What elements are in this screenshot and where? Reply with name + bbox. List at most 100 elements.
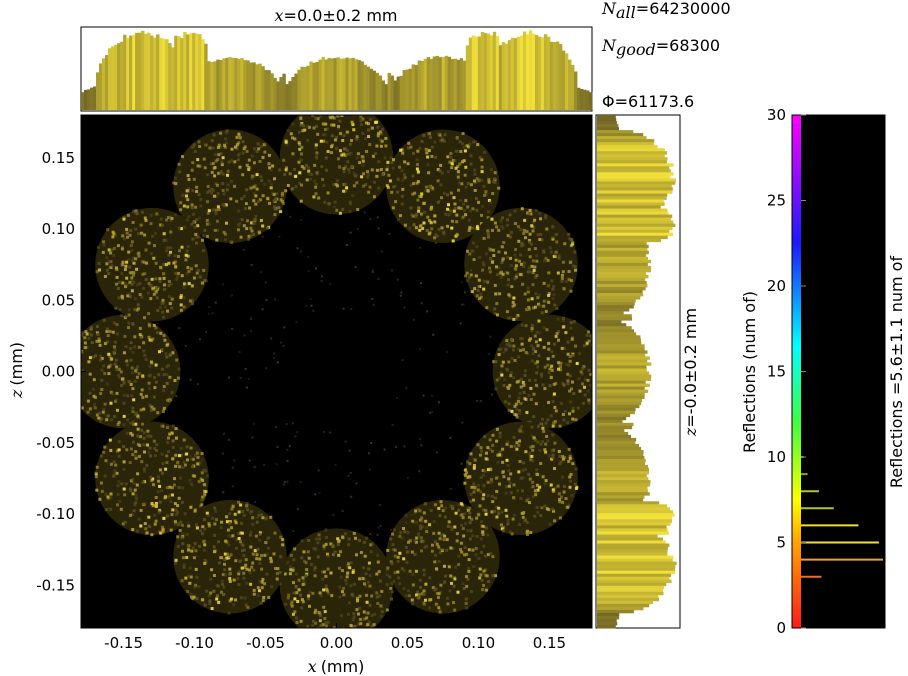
blob-grain: [262, 596, 266, 599]
blob-grain: [229, 197, 233, 201]
blob-grain: [238, 152, 241, 156]
blob-grain: [148, 324, 151, 328]
blob-grain: [342, 593, 346, 597]
blob-grain: [345, 186, 349, 190]
blob-grain: [218, 171, 222, 175]
blob-grain: [286, 561, 289, 565]
blob-grain: [206, 185, 210, 188]
blob-grain: [204, 279, 208, 283]
blob-grain: [491, 443, 495, 447]
blob-grain: [190, 168, 194, 172]
blob-grain: [453, 159, 457, 163]
blob-grain: [449, 525, 453, 529]
blob-grain: [352, 184, 356, 188]
blob-grain: [192, 221, 196, 224]
blob-grain: [154, 286, 158, 290]
blob-grain: [493, 307, 497, 311]
blob-grain: [561, 413, 565, 416]
blob-grain: [129, 383, 133, 386]
blob-grain: [141, 272, 145, 276]
blob-grain: [157, 510, 161, 514]
blob-grain: [230, 507, 234, 511]
blob-grain: [269, 560, 273, 564]
blob-grain: [521, 515, 525, 519]
top-hist-bar: [501, 42, 506, 110]
speckle: [309, 298, 312, 301]
blob-grain: [529, 531, 533, 534]
blob-grain: [368, 574, 372, 577]
top-hist-bar: [402, 70, 407, 110]
blob-grain: [151, 286, 155, 290]
blob-grain: [550, 279, 554, 283]
blob-grain: [165, 454, 169, 458]
top-hist-bar: [480, 31, 485, 110]
blob-grain: [409, 206, 413, 210]
blob-grain: [481, 268, 484, 272]
blob-grain: [379, 168, 383, 171]
blob-grain: [462, 587, 466, 590]
blob-grain: [318, 537, 322, 541]
blob-grain: [92, 378, 96, 382]
speckle: [405, 386, 408, 389]
blob-grain: [170, 513, 174, 517]
side-hist-bar: [597, 368, 647, 372]
top-hist-bar: [99, 63, 103, 110]
speckle: [274, 298, 276, 301]
blob-grain: [363, 582, 366, 586]
blob-grain: [205, 589, 209, 593]
blob-grain: [535, 472, 539, 476]
blob-grain: [417, 209, 421, 213]
blob-grain: [323, 200, 327, 204]
side-hist-bar: [597, 377, 651, 381]
blob-grain: [505, 310, 509, 314]
blob-grain: [499, 371, 503, 375]
blob-grain: [517, 523, 521, 526]
blob-grain: [446, 602, 450, 606]
blob-grain: [498, 482, 501, 486]
blob-grain: [241, 140, 245, 144]
blob-grain: [399, 148, 403, 152]
colorbar-tick-label: 20: [767, 277, 786, 295]
top-hist-bar: [420, 60, 425, 110]
blob-grain: [512, 317, 516, 321]
blob-grain: [196, 224, 200, 228]
blob-grain: [135, 483, 139, 487]
speckle: [231, 327, 234, 330]
blob-grain: [479, 222, 483, 226]
blob-grain: [486, 533, 490, 537]
blob-grain: [538, 338, 542, 342]
blob-grain: [472, 490, 476, 494]
blob-grain: [566, 382, 570, 386]
blob-grain: [410, 598, 414, 602]
blob-grain: [258, 532, 262, 536]
blob-grain: [228, 577, 232, 580]
blob-grain: [500, 225, 504, 228]
blob-grain: [364, 572, 368, 576]
blob-grain: [162, 232, 166, 236]
blob-grain: [358, 161, 362, 165]
blob-grain: [179, 227, 183, 231]
blob-grain: [244, 563, 248, 567]
blob-grain: [184, 258, 188, 262]
blob-grain: [249, 545, 253, 549]
side-hist-bar: [597, 359, 648, 363]
top-hist-bar: [583, 89, 587, 110]
blob-grain: [480, 170, 484, 174]
blob-grain: [225, 221, 228, 225]
blob-grain: [558, 500, 562, 504]
blob-grain: [232, 578, 236, 582]
blob-grain: [497, 348, 501, 352]
blob-grain: [332, 116, 336, 120]
blob-grain: [180, 536, 184, 540]
blob-grain: [105, 340, 109, 344]
blob-grain: [255, 557, 259, 561]
blob-grain: [363, 617, 367, 621]
blob-grain: [440, 196, 443, 200]
blob-grain: [142, 286, 146, 290]
blob-grain: [300, 165, 304, 169]
blob-grain: [403, 530, 407, 534]
speckle: [230, 294, 233, 297]
stat-phi: Φ=61173.6: [602, 92, 694, 111]
top-hist-bar: [222, 58, 226, 110]
blob-grain: [348, 566, 352, 570]
